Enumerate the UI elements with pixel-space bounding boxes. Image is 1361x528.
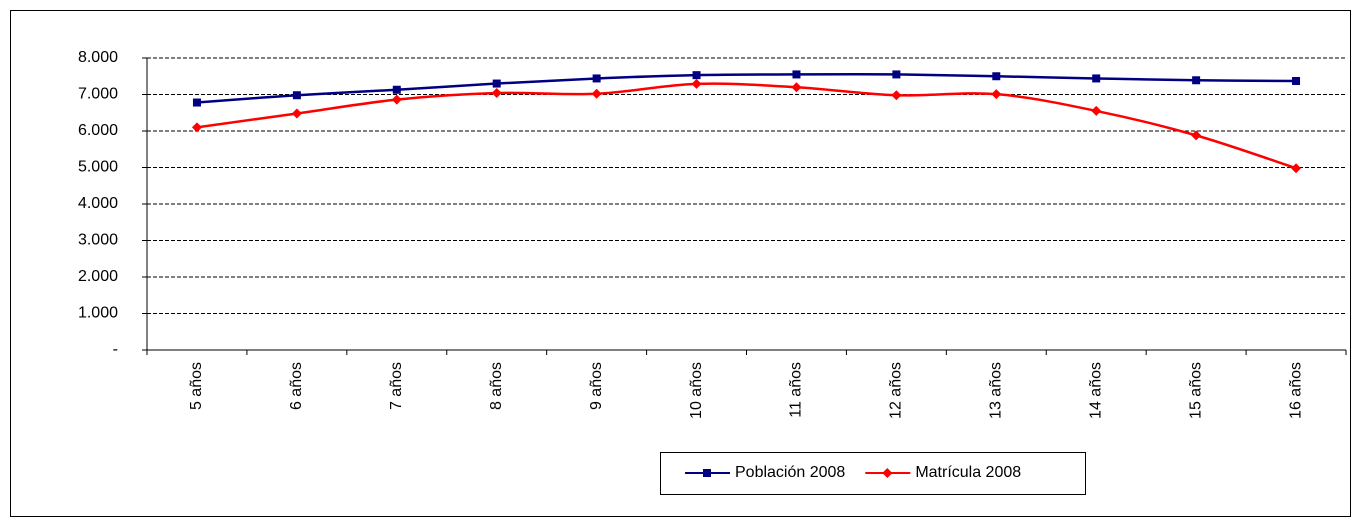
- marker: [591, 88, 602, 99]
- y-tick-label: 1.000: [78, 305, 118, 322]
- y-tick-label: 8.000: [78, 49, 118, 66]
- marker: [292, 91, 301, 100]
- x-tick-label: 10 años: [688, 362, 705, 419]
- marker: [1192, 76, 1201, 85]
- marker: [991, 89, 1002, 100]
- y-tick-label: -: [113, 341, 118, 358]
- marker: [703, 469, 711, 477]
- marker: [792, 70, 801, 79]
- marker: [1292, 76, 1301, 85]
- x-tick-label: 7 años: [388, 362, 405, 410]
- marker: [892, 70, 901, 79]
- y-tick-label: 2.000: [78, 268, 118, 285]
- marker: [592, 74, 601, 83]
- y-tick-label: 7.000: [78, 86, 118, 103]
- x-tick-label: 15 años: [1187, 362, 1204, 419]
- marker: [1091, 105, 1102, 116]
- x-tick-label: 13 años: [988, 362, 1005, 419]
- x-tick-label: 12 años: [888, 362, 905, 419]
- marker: [392, 85, 401, 94]
- y-tick-label: 5.000: [78, 159, 118, 176]
- x-tick-label: 16 años: [1287, 362, 1304, 419]
- marker: [391, 94, 402, 105]
- marker: [691, 78, 702, 89]
- marker: [291, 108, 302, 119]
- marker: [491, 88, 502, 99]
- x-tick-label: 14 años: [1087, 362, 1104, 419]
- x-tick-label: 6 años: [288, 362, 305, 410]
- series-line: [196, 82, 1297, 170]
- marker: [492, 79, 501, 88]
- marker: [891, 90, 902, 101]
- marker: [791, 82, 802, 93]
- marker: [192, 98, 201, 107]
- marker: [1291, 163, 1302, 174]
- marker: [1191, 130, 1202, 141]
- y-tick-label: 4.000: [78, 195, 118, 212]
- marker: [191, 122, 202, 133]
- legend-label: Matrícula 2008: [915, 464, 1021, 481]
- x-tick-label: 11 años: [788, 362, 805, 418]
- chart-frame: [10, 10, 1351, 517]
- legend-label: Población 2008: [735, 464, 845, 481]
- marker: [692, 71, 701, 80]
- y-tick-label: 6.000: [78, 122, 118, 139]
- x-tick-label: 5 años: [188, 362, 205, 410]
- marker: [992, 72, 1001, 81]
- marker: [1092, 74, 1101, 83]
- x-tick-label: 9 años: [588, 362, 605, 410]
- y-tick-label: 3.000: [78, 232, 118, 249]
- marker: [882, 468, 893, 478]
- x-tick-label: 8 años: [488, 362, 505, 410]
